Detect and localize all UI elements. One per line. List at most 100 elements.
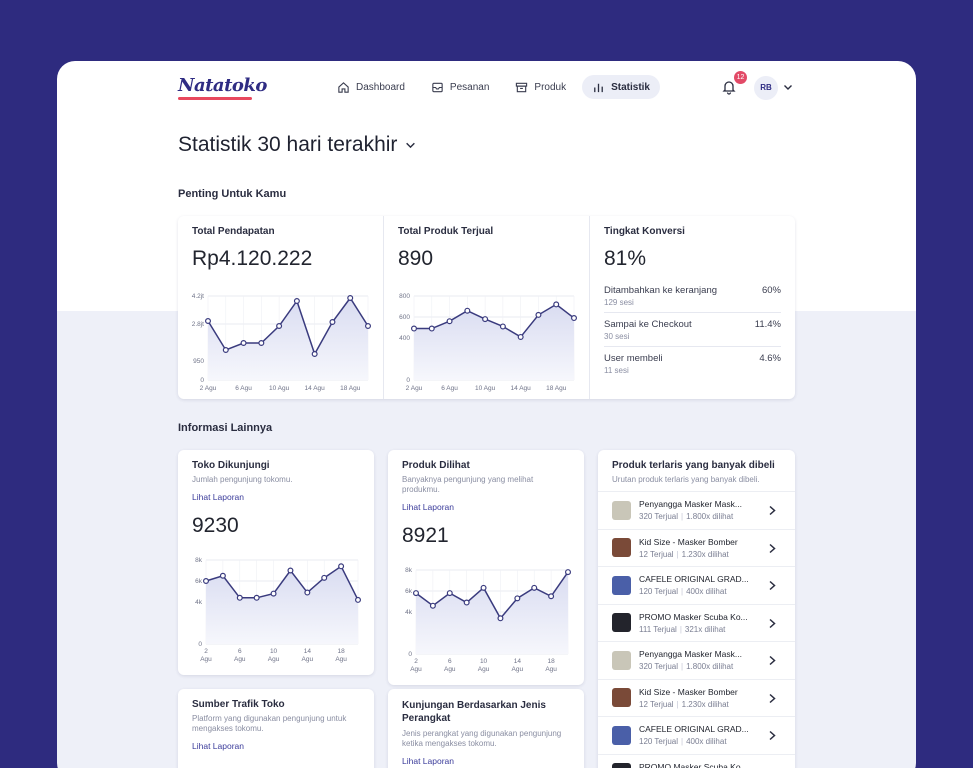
- meta-separator: |: [681, 512, 684, 522]
- series-line: [205, 565, 359, 601]
- x-tick-label: 18 Agu: [546, 385, 567, 392]
- app-window: Natatoko Dashboard Pesanan Produk Statis…: [57, 61, 916, 768]
- list-item[interactable]: Penyangga Masker Mask... 320 Terjual | 1.80…: [598, 641, 795, 679]
- product-sold: 12 Terjual: [639, 549, 674, 559]
- product-name: CAFELE ORIGINAL GRAD...: [639, 574, 749, 585]
- product-sold: 320 Terjual: [639, 662, 678, 672]
- nav-label: Statistik: [611, 81, 650, 93]
- section-title: Penting Untuk Kamu: [178, 188, 287, 200]
- nav-dashboard[interactable]: Dashboard: [327, 75, 415, 99]
- product-name: Penyangga Masker Mask...: [639, 499, 742, 510]
- card-description: Banyaknya pengunjung yang melihat produk…: [402, 475, 534, 494]
- product-views-value: 8921: [402, 524, 449, 547]
- chevron-right-icon[interactable]: [768, 580, 777, 591]
- nav-label: Dashboard: [356, 81, 405, 93]
- y-tick-label: 950: [193, 358, 204, 365]
- bar-chart-icon: [594, 83, 603, 92]
- data-point: [411, 325, 418, 332]
- data-point: [499, 323, 506, 330]
- chevron-right-icon[interactable]: [768, 655, 777, 666]
- data-point: [203, 578, 210, 585]
- list-item[interactable]: CAFELE ORIGINAL GRAD... 120 Terjual | 400x …: [598, 716, 795, 754]
- bell-icon[interactable]: [721, 79, 737, 95]
- nav-pesanan[interactable]: Pesanan: [421, 75, 499, 99]
- nav-label: Produk: [534, 81, 567, 93]
- x-tick-label: Agu: [234, 656, 246, 663]
- chevron-right-icon[interactable]: [768, 543, 777, 554]
- data-point: [287, 567, 294, 574]
- logo-underline: [178, 97, 252, 100]
- series-line: [414, 303, 575, 338]
- product-info: PROMO Masker Scuba Ko...|: [639, 762, 748, 768]
- meta-separator: |: [676, 699, 679, 709]
- y-tick-label: 2.8jt: [192, 321, 204, 328]
- device-visits-card: Kunjungan Berdasarkan Jenis Perangkat Je…: [388, 689, 584, 768]
- list-item[interactable]: CAFELE ORIGINAL GRAD... 120 Terjual | 400x …: [598, 566, 795, 604]
- chevron-right-icon[interactable]: [768, 618, 777, 629]
- nav-label: Pesanan: [449, 81, 490, 93]
- x-tick-label: 6: [448, 658, 452, 665]
- series-area: [208, 298, 368, 380]
- series-line: [207, 296, 369, 356]
- list-item[interactable]: PROMO Masker Scuba Ko... 111 Terjual | 321x…: [598, 603, 795, 642]
- x-tick-label: 14: [514, 658, 522, 665]
- data-point: [446, 590, 453, 597]
- store-visits-card: Toko Dikunjungi Jumlah pengunjung tokomu…: [178, 450, 374, 675]
- y-tick-label: 8k: [195, 557, 203, 564]
- chevron-right-icon[interactable]: [768, 693, 777, 704]
- x-tick-label: 18: [337, 648, 345, 655]
- chevron-down-icon[interactable]: [783, 82, 793, 92]
- nav-statistik[interactable]: Statistik: [582, 75, 660, 99]
- avatar[interactable]: RB: [754, 76, 778, 100]
- revenue-panel: Total Pendapatan Rp4.120.222 0 950 2.8jt 4.…: [178, 216, 384, 399]
- x-tick-label: Agu: [302, 656, 314, 663]
- list-item[interactable]: PROMO Masker Scuba Ko...|: [598, 753, 795, 768]
- product-meta: 120 Terjual | 400x dilihat: [639, 587, 749, 596]
- list-item[interactable]: Kid Size - Masker Bomber 12 Terjual | 1.230…: [598, 528, 795, 567]
- view-report-link[interactable]: Lihat Laporan: [402, 756, 454, 766]
- conversion-row-title: Ditambahkan ke keranjang: [604, 285, 718, 296]
- brand-logo[interactable]: Natatoko: [178, 75, 267, 96]
- product-info: CAFELE ORIGINAL GRAD... 120 Terjual | 400x …: [639, 724, 749, 746]
- page-title[interactable]: Statistik 30 hari terakhir: [178, 133, 416, 157]
- x-tick-label: Agu: [200, 656, 212, 663]
- data-point: [253, 594, 260, 601]
- product-thumbnail: [612, 763, 631, 768]
- y-tick-label: 4.2jt: [192, 293, 204, 300]
- data-point: [497, 615, 504, 622]
- chevron-right-icon[interactable]: [768, 730, 777, 741]
- data-point: [276, 322, 283, 329]
- y-tick-label: 4k: [195, 599, 203, 606]
- data-point: [531, 584, 538, 591]
- data-point: [553, 301, 560, 308]
- product-views: 1.800x dilihat: [686, 662, 734, 672]
- data-point: [270, 590, 277, 597]
- nav-produk[interactable]: Produk: [505, 75, 576, 99]
- product-thumbnail: [612, 650, 631, 670]
- card-title: Kunjungan Berdasarkan Jenis Perangkat: [402, 700, 546, 724]
- store-visits-value: 9230: [192, 514, 239, 537]
- product-name: PROMO Masker Scuba Ko...: [639, 611, 748, 622]
- data-point: [311, 350, 318, 357]
- data-point: [535, 311, 542, 318]
- data-point: [347, 294, 354, 302]
- product-meta: 12 Terjual | 1.230x dilihat: [639, 700, 738, 709]
- list-item[interactable]: Kid Size - Masker Bomber 12 Terjual | 1.230…: [598, 678, 795, 717]
- product-sold: 12 Terjual: [639, 699, 674, 709]
- data-point: [219, 572, 226, 579]
- product-meta: 111 Terjual | 321x dilihat: [639, 625, 748, 634]
- x-tick-label: 6 Agu: [235, 385, 252, 392]
- x-tick-label: 2: [414, 658, 418, 665]
- x-tick-label: 14 Agu: [305, 385, 326, 392]
- view-report-link[interactable]: Lihat Laporan: [402, 502, 454, 512]
- product-sold: 120 Terjual: [639, 737, 678, 747]
- top-navigation: Natatoko Dashboard Pesanan Produk Statis…: [57, 61, 916, 113]
- meta-separator: |: [681, 662, 684, 672]
- view-report-link[interactable]: Lihat Laporan: [192, 492, 244, 502]
- list-item[interactable]: Penyangga Masker Mask... 320 Terjual | 1.80…: [598, 491, 795, 529]
- sold-value: 890: [398, 247, 434, 270]
- bestseller-card: Produk terlaris yang banyak dibeli Uruta…: [598, 450, 795, 768]
- view-report-link[interactable]: Lihat Laporan: [192, 741, 244, 751]
- data-point: [565, 569, 572, 576]
- chevron-right-icon[interactable]: [768, 505, 777, 516]
